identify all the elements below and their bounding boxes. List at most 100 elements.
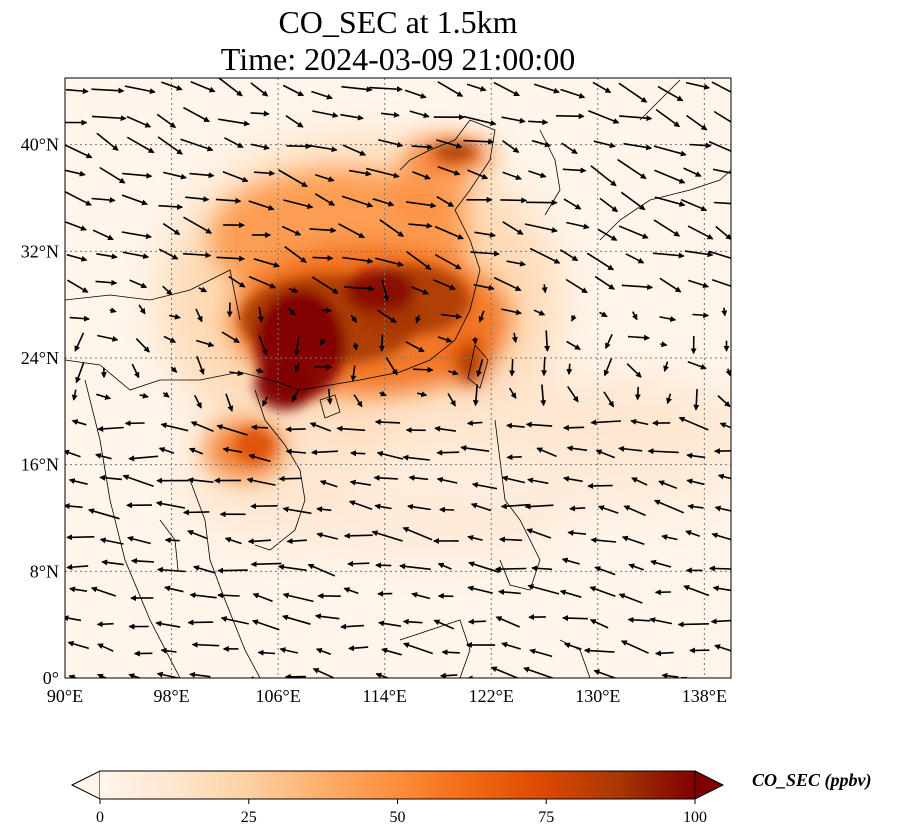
y-tick-label: 24°N bbox=[21, 348, 59, 368]
wind-arrow bbox=[529, 247, 561, 264]
wind-arrow bbox=[69, 315, 90, 322]
wind-arrow bbox=[126, 115, 152, 128]
wind-arrow bbox=[619, 115, 653, 122]
wind-arrow bbox=[661, 534, 678, 541]
wind-arrow bbox=[594, 275, 615, 290]
wind-arrow bbox=[282, 84, 305, 97]
wind-arrow bbox=[183, 216, 213, 234]
title-line-2: Time: 2024-03-09 21:00:00 bbox=[220, 41, 576, 77]
wind-arrow bbox=[654, 650, 674, 657]
wind-arrow bbox=[217, 78, 243, 97]
wind-arrow bbox=[686, 114, 708, 131]
wind-arrow bbox=[319, 479, 338, 488]
wind-arrow bbox=[527, 584, 560, 595]
wind-arrow bbox=[714, 505, 731, 512]
wind-arrow bbox=[216, 424, 248, 436]
wind-arrow bbox=[344, 682, 375, 684]
wind-arrow bbox=[466, 420, 483, 427]
wind-arrow bbox=[448, 369, 459, 376]
wind-arrow bbox=[188, 447, 204, 455]
wind-arrow bbox=[618, 593, 643, 604]
wind-arrow bbox=[658, 480, 678, 489]
wind-arrow bbox=[97, 425, 124, 432]
wind-arrow bbox=[561, 142, 578, 155]
wind-arrow bbox=[650, 559, 672, 568]
wind-arrow bbox=[250, 561, 282, 568]
wind-arrow bbox=[282, 592, 314, 603]
wind-arrow bbox=[376, 450, 404, 460]
wind-arrow bbox=[441, 649, 460, 656]
wind-arrow bbox=[471, 482, 498, 490]
wind-arrow bbox=[68, 478, 88, 485]
wind-arrow bbox=[693, 389, 700, 411]
wind-arrow bbox=[506, 260, 527, 267]
wind-arrow bbox=[285, 448, 307, 455]
wind-arrow bbox=[287, 307, 296, 316]
wind-arrow bbox=[373, 474, 398, 481]
wind-arrow bbox=[377, 309, 397, 323]
wind-arrow bbox=[605, 333, 613, 350]
colorbar-tick-label: 50 bbox=[390, 809, 406, 826]
wind-arrow bbox=[336, 425, 366, 432]
wind-arrow bbox=[599, 311, 608, 318]
wind-arrow bbox=[618, 445, 643, 452]
wind-arrow bbox=[285, 426, 306, 433]
wind-arrow bbox=[590, 165, 617, 187]
wind-arrow bbox=[526, 528, 552, 539]
wind-arrow bbox=[101, 559, 124, 566]
wind-arrow bbox=[307, 563, 336, 577]
wind-arrow bbox=[99, 166, 126, 184]
wind-arrow bbox=[216, 255, 246, 262]
wind-arrow bbox=[257, 307, 264, 323]
wind-arrow bbox=[326, 388, 333, 405]
wind-arrow bbox=[618, 82, 648, 103]
wind-arrow bbox=[344, 285, 375, 292]
wind-arrow bbox=[434, 253, 462, 270]
wind-arrow bbox=[712, 585, 731, 592]
colorbar-min-extension bbox=[70, 770, 101, 800]
wind-arrow bbox=[593, 140, 616, 149]
wind-arrow bbox=[402, 618, 423, 625]
wind-arrow bbox=[502, 171, 522, 181]
wind-arrow bbox=[66, 534, 95, 541]
wind-arrow bbox=[67, 640, 90, 650]
wind-arrow bbox=[589, 619, 609, 629]
wind-arrow bbox=[350, 365, 357, 382]
wind-arrow bbox=[156, 671, 183, 678]
wind-arrow bbox=[541, 356, 548, 377]
wind-arrow bbox=[65, 169, 86, 177]
wind-arrow bbox=[495, 616, 521, 628]
wind-arrow bbox=[473, 283, 495, 291]
wind-arrow bbox=[158, 203, 184, 210]
wind-arrow bbox=[168, 313, 181, 320]
wind-arrow bbox=[350, 450, 366, 457]
wind-arrow bbox=[533, 309, 546, 316]
wind-arrow bbox=[677, 621, 709, 628]
wind-arrow bbox=[719, 422, 731, 429]
wind-arrow bbox=[92, 229, 114, 241]
wind-arrow bbox=[250, 110, 270, 117]
wind-arrow bbox=[634, 386, 641, 401]
wind-arrow bbox=[247, 538, 272, 545]
wind-arrow bbox=[316, 532, 338, 540]
wind-arrow bbox=[278, 475, 302, 482]
wind-arrow bbox=[439, 506, 455, 513]
wind-arrow bbox=[257, 649, 276, 656]
wind-arrow bbox=[65, 88, 89, 95]
wind-arrow bbox=[566, 363, 573, 375]
wind-arrow bbox=[620, 640, 649, 654]
wind-arrow bbox=[262, 396, 269, 407]
wind-arrow bbox=[661, 672, 679, 678]
wind-arrow bbox=[405, 201, 437, 209]
wind-arrow bbox=[474, 231, 496, 238]
wind-arrow bbox=[139, 392, 149, 399]
wind-arrow bbox=[193, 394, 202, 409]
wind-arrow bbox=[69, 586, 88, 593]
wind-arrow bbox=[379, 219, 405, 237]
map-frame bbox=[64, 77, 732, 679]
wind-arrow bbox=[222, 446, 243, 453]
wind-arrow bbox=[340, 623, 364, 630]
wind-arrow bbox=[250, 143, 270, 151]
wind-arrow bbox=[493, 81, 520, 97]
wind-arrow bbox=[506, 422, 525, 429]
